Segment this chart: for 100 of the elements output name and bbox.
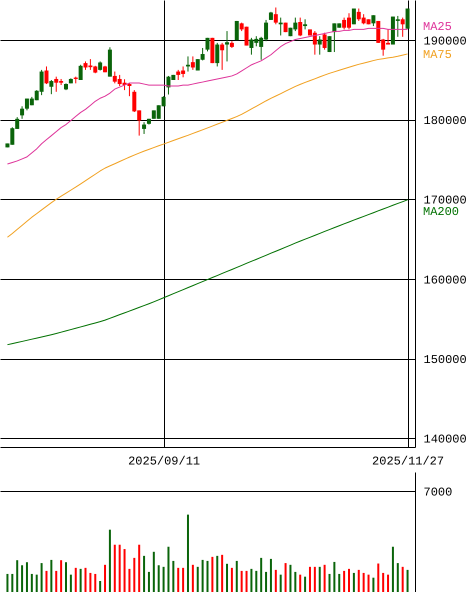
candlestick [318, 36, 322, 56]
bar [230, 568, 233, 592]
bar [148, 572, 150, 592]
y-tick-label: 190000 [424, 34, 467, 48]
candlestick [274, 6, 278, 25]
bar [104, 564, 106, 592]
candlestick [206, 37, 210, 52]
candlestick [220, 42, 224, 70]
bar [318, 566, 321, 592]
bar [152, 552, 155, 592]
bar [186, 514, 189, 592]
bar [246, 570, 248, 592]
series-label: MA25 [423, 20, 452, 34]
bar [270, 558, 272, 592]
bar [80, 568, 82, 592]
bar [60, 560, 62, 592]
bar [55, 570, 58, 592]
bar [108, 530, 111, 592]
bar [70, 574, 72, 592]
y-tick-label: 150000 [424, 353, 467, 368]
bar [396, 563, 399, 592]
bar [274, 570, 277, 592]
candlestick [322, 32, 327, 50]
bar [30, 574, 33, 592]
bar [265, 572, 268, 592]
bar [255, 570, 258, 592]
bar [138, 544, 140, 592]
candlestick [127, 82, 132, 97]
bar [314, 566, 316, 592]
line-series [6, 199, 408, 346]
bar [74, 568, 77, 592]
bar [40, 563, 43, 592]
candlestick [225, 30, 230, 62]
line-series [6, 53, 408, 238]
bar [158, 565, 160, 592]
bar [328, 574, 330, 592]
bar [387, 574, 390, 592]
bar [221, 554, 224, 592]
bar [196, 566, 199, 592]
bar [143, 556, 146, 592]
bar [284, 563, 287, 592]
candlestick [44, 66, 48, 85]
bar [192, 564, 194, 592]
candlestick [400, 17, 405, 38]
bar [45, 570, 48, 592]
bar [289, 564, 292, 592]
y-tick-label: 140000 [424, 432, 467, 447]
series-label: MA75 [423, 48, 452, 62]
y-tick-label: 180000 [424, 114, 467, 128]
bar [36, 574, 38, 592]
bar [11, 574, 14, 592]
candlestick [298, 17, 302, 37]
bar [250, 568, 252, 592]
candlestick [278, 17, 283, 36]
bar [304, 576, 306, 592]
bar [182, 568, 184, 592]
bar [236, 560, 238, 592]
bar [392, 546, 394, 592]
bar [84, 568, 87, 592]
candlestick [352, 8, 356, 25]
bar [50, 560, 52, 592]
candlestick [49, 80, 54, 95]
bar [89, 572, 92, 592]
bar [26, 562, 28, 592]
y-tick-label: 7000 [424, 485, 452, 500]
bar [128, 568, 130, 592]
bar [348, 568, 350, 592]
bar [99, 581, 102, 592]
bar [16, 560, 18, 592]
bar [124, 549, 126, 592]
y-tick-label: 170000 [424, 194, 467, 208]
bar [211, 556, 214, 592]
bar [280, 574, 282, 592]
bar [362, 572, 365, 592]
bar [167, 546, 170, 592]
x-tick-label: 2025/09/11 [128, 454, 200, 468]
bar [338, 574, 340, 592]
bar [294, 572, 296, 592]
bar [133, 558, 136, 592]
bar [177, 568, 180, 592]
bar [21, 565, 24, 592]
bar [64, 562, 67, 592]
bar [162, 566, 165, 592]
bar [324, 564, 326, 592]
candlestick [371, 14, 376, 27]
bar [372, 578, 374, 592]
bar [240, 570, 243, 592]
bar [343, 570, 346, 592]
bar [216, 556, 218, 592]
series-label: MA200 [423, 205, 460, 220]
bar [352, 572, 355, 592]
candlestick [142, 122, 146, 134]
bar [402, 566, 404, 592]
bar [333, 562, 336, 592]
bar [172, 560, 174, 592]
x-tick-label: 2025/11/27 [372, 454, 444, 468]
bar [308, 566, 311, 592]
candlestick [215, 42, 220, 67]
bar [226, 564, 228, 592]
bar [382, 572, 384, 592]
